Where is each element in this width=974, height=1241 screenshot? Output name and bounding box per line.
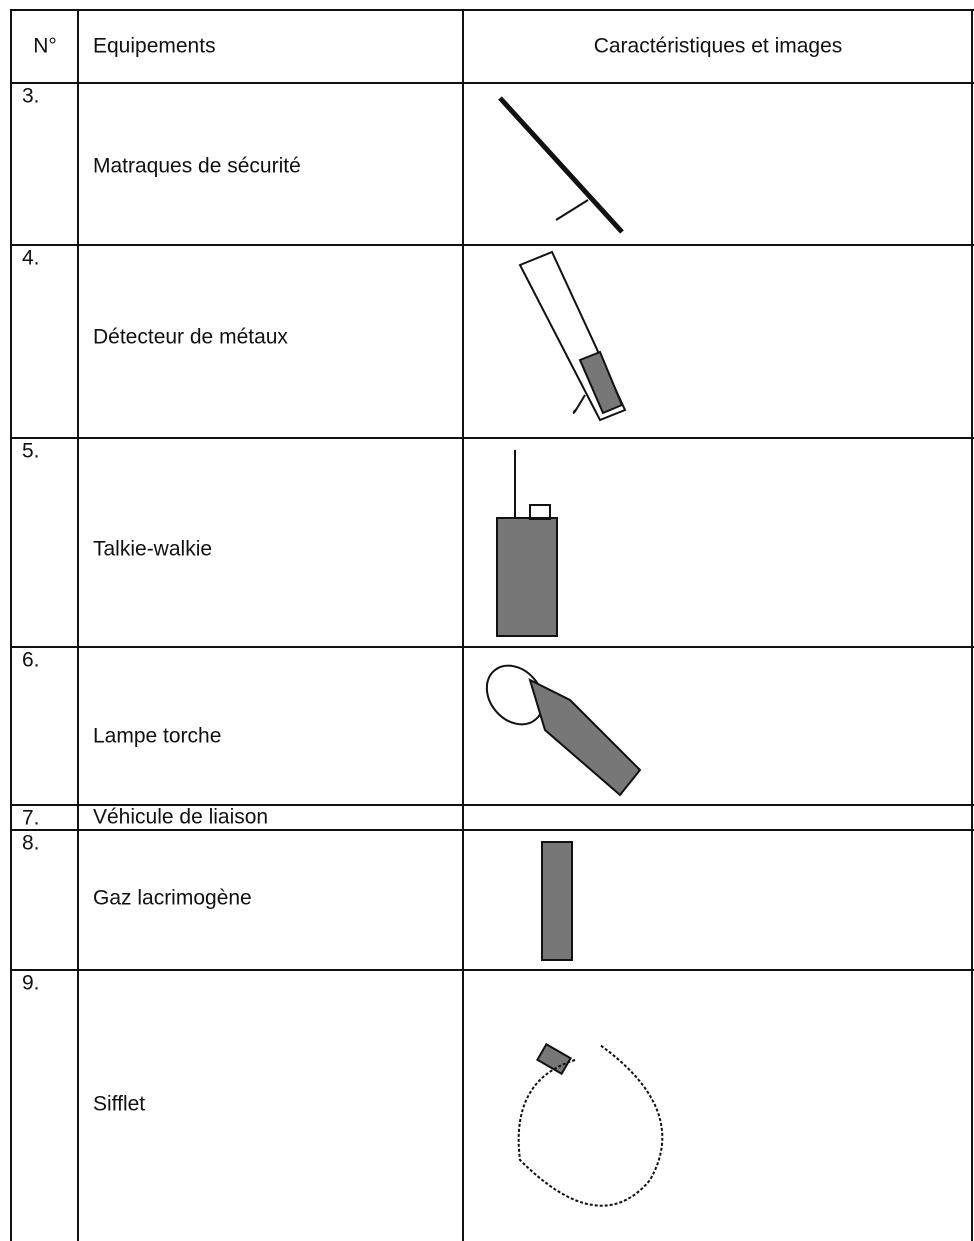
row-number: 3.: [22, 85, 40, 108]
header-cell: Caractéristiques et images: [594, 35, 843, 58]
equipment-name: Véhicule de liaison: [93, 806, 268, 829]
row-number: 8.: [22, 832, 40, 855]
header-cell: N°: [33, 35, 57, 58]
equipment-name: Matraques de sécurité: [93, 155, 301, 178]
equipment-name: Lampe torche: [93, 725, 221, 748]
whistle-image: [517, 1042, 664, 1207]
baton-image: [498, 96, 624, 234]
header-cell: Equipements: [93, 35, 216, 58]
equipment-name: Sifflet: [93, 1093, 145, 1116]
equipment-name: Talkie-walkie: [93, 538, 212, 561]
equipment-name: Détecteur de métaux: [93, 326, 288, 349]
tear-gas-image: [541, 841, 573, 961]
illustrations: [485, 96, 664, 1207]
row-number: 4.: [22, 247, 40, 270]
row-number: 6.: [22, 649, 40, 672]
equipment-name: Gaz lacrimogène: [93, 887, 252, 910]
flashlight-image: [485, 664, 642, 797]
row-number: 5.: [22, 440, 40, 463]
table-grid: [10, 9, 974, 1241]
metal-detector-image: [518, 250, 627, 422]
row-number: 9.: [22, 972, 40, 995]
walkie-talkie-image: [496, 450, 558, 637]
row-number: 7.: [22, 807, 40, 830]
